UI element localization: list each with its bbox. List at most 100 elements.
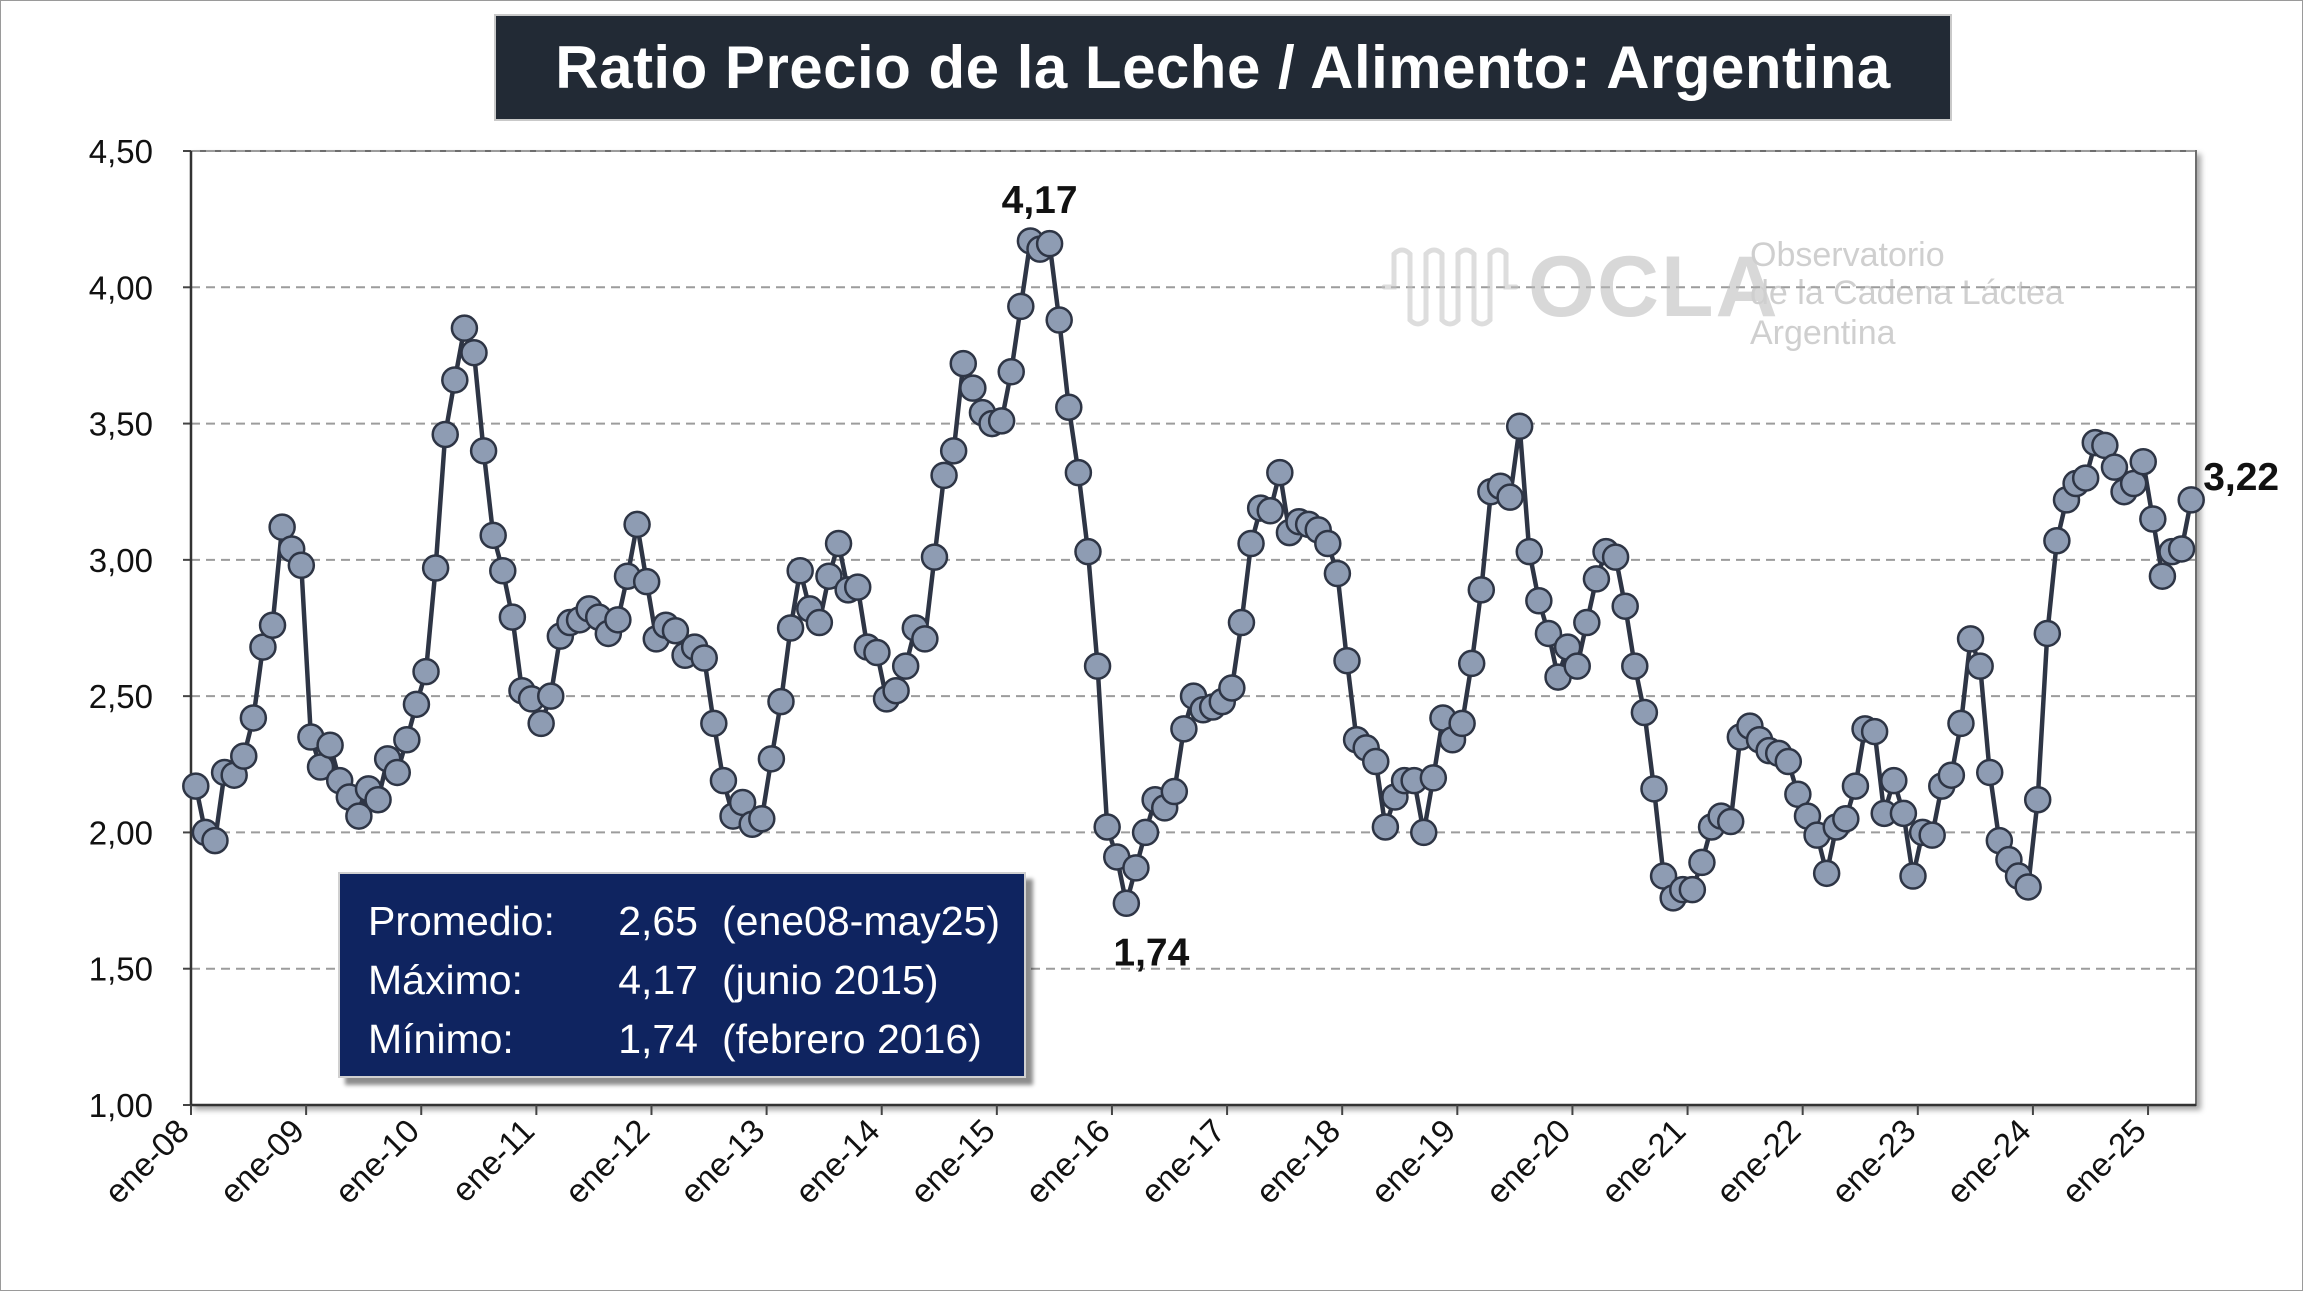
data-point: [824, 529, 853, 558]
data-point: [1457, 649, 1486, 678]
data-point: [412, 657, 440, 686]
data-point: [1534, 619, 1563, 648]
stat-row-average: Promedio: 2,65 (ene08-may25): [368, 892, 1024, 951]
data-point: [1323, 559, 1352, 588]
data-point: [1448, 709, 1476, 738]
data-point: [757, 745, 786, 773]
stat-row-min: Mínimo: 1,74 (febrero 2016): [368, 1010, 1024, 1069]
data-point: [1611, 592, 1639, 620]
data-point: [1007, 292, 1035, 321]
data-point: [1122, 854, 1150, 882]
x-tick-label: ene-10: [327, 1112, 426, 1211]
data-point: [431, 420, 459, 449]
data-point: [258, 611, 287, 640]
data-point: [1409, 818, 1438, 847]
data-point: [920, 543, 949, 571]
data-point: [287, 551, 316, 580]
data-point: [489, 557, 517, 585]
data-point: [1515, 537, 1544, 566]
data-point: [805, 608, 834, 637]
data-point: [1841, 772, 1870, 800]
data-point: [230, 742, 258, 770]
data-label: 3,22: [2203, 456, 2279, 499]
data-point: [1112, 889, 1141, 918]
data-point: [786, 557, 814, 585]
data-point: [239, 704, 268, 732]
data-point: [1362, 747, 1390, 776]
data-point: [2071, 464, 2100, 492]
data-point: [661, 616, 690, 645]
data-point: [1131, 818, 1160, 847]
data-point: [364, 785, 392, 814]
data-point: [1947, 709, 1975, 738]
data-point: [316, 731, 344, 759]
data-point: [1227, 608, 1256, 637]
data-point: [1956, 625, 1985, 653]
data-point: [709, 766, 738, 795]
y-tick-label: 1,00: [89, 1087, 153, 1124]
x-tick-label: ene-14: [788, 1112, 887, 1211]
data-point: [987, 407, 1016, 435]
ocla-logo: OCLA Observatorio de la Cadena Láctea Ar…: [1380, 232, 2064, 372]
x-tick-label: ene-13: [673, 1112, 772, 1211]
x-tick-label: ene-15: [903, 1112, 1002, 1211]
data-point: [1889, 799, 1918, 828]
x-tick-label: ene-08: [97, 1112, 196, 1211]
data-point: [1621, 652, 1649, 680]
data-point: [536, 682, 565, 710]
data-point: [1630, 698, 1659, 727]
y-tick-label: 4,00: [89, 269, 153, 306]
x-tick-label: ene-21: [1594, 1112, 1693, 1211]
data-point: [469, 437, 498, 465]
data-point: [632, 567, 661, 596]
data-point: [843, 573, 872, 601]
data-point: [2043, 527, 2071, 555]
stat-value: 2,65: [618, 898, 698, 944]
y-tick-labels: 1,00 1,50 2,00 2,50 3,00 3,50 4,00 4,50: [89, 133, 153, 1124]
data-point: [1045, 306, 1073, 334]
data-label: 1,74: [1113, 931, 1189, 974]
data-point: [498, 603, 527, 631]
data-point: [891, 652, 920, 680]
data-point: [1496, 483, 1524, 511]
data-point: [479, 521, 507, 550]
x-tick-label: ene-20: [1479, 1112, 1578, 1211]
data-point: [1055, 393, 1083, 421]
data-point: [882, 676, 910, 705]
data-point: [383, 758, 412, 787]
data-point: [1035, 229, 1064, 258]
y-tick-label: 3,50: [89, 406, 153, 443]
data-point: [402, 690, 431, 719]
data-point: [1812, 859, 1841, 888]
data-point: [2129, 447, 2157, 476]
data-point: [1160, 777, 1189, 806]
data-points: [182, 227, 2205, 918]
axes: [189, 151, 2196, 1115]
data-point: [1880, 766, 1908, 795]
data-point: [1371, 813, 1400, 841]
data-point: [939, 437, 968, 465]
y-tick-label: 2,50: [89, 678, 153, 715]
data-point: [1860, 717, 1889, 746]
x-tick-label: ene-23: [1824, 1112, 1923, 1211]
data-point: [911, 625, 939, 653]
data-point: [1563, 652, 1591, 680]
chart-title: Ratio Precio de la Leche / Alimento: Arg…: [555, 34, 1891, 101]
data-point: [1333, 646, 1361, 675]
data-point: [1064, 458, 1093, 487]
data-point: [393, 726, 421, 754]
x-tick-label: ene-19: [1363, 1112, 1462, 1211]
data-point: [1505, 412, 1534, 441]
data-point: [959, 374, 987, 402]
data-point: [1266, 458, 1294, 487]
data-point: [527, 709, 555, 738]
logo-line-3: Argentina: [1750, 314, 1896, 352]
data-point: [460, 338, 488, 367]
data-point: [815, 562, 843, 590]
data-label: 4,17: [1002, 179, 1078, 222]
data-point: [2167, 535, 2196, 563]
y-tick-label: 2,00: [89, 814, 153, 851]
data-point: [1688, 848, 1716, 877]
y-tick-label: 1,50: [89, 951, 153, 988]
